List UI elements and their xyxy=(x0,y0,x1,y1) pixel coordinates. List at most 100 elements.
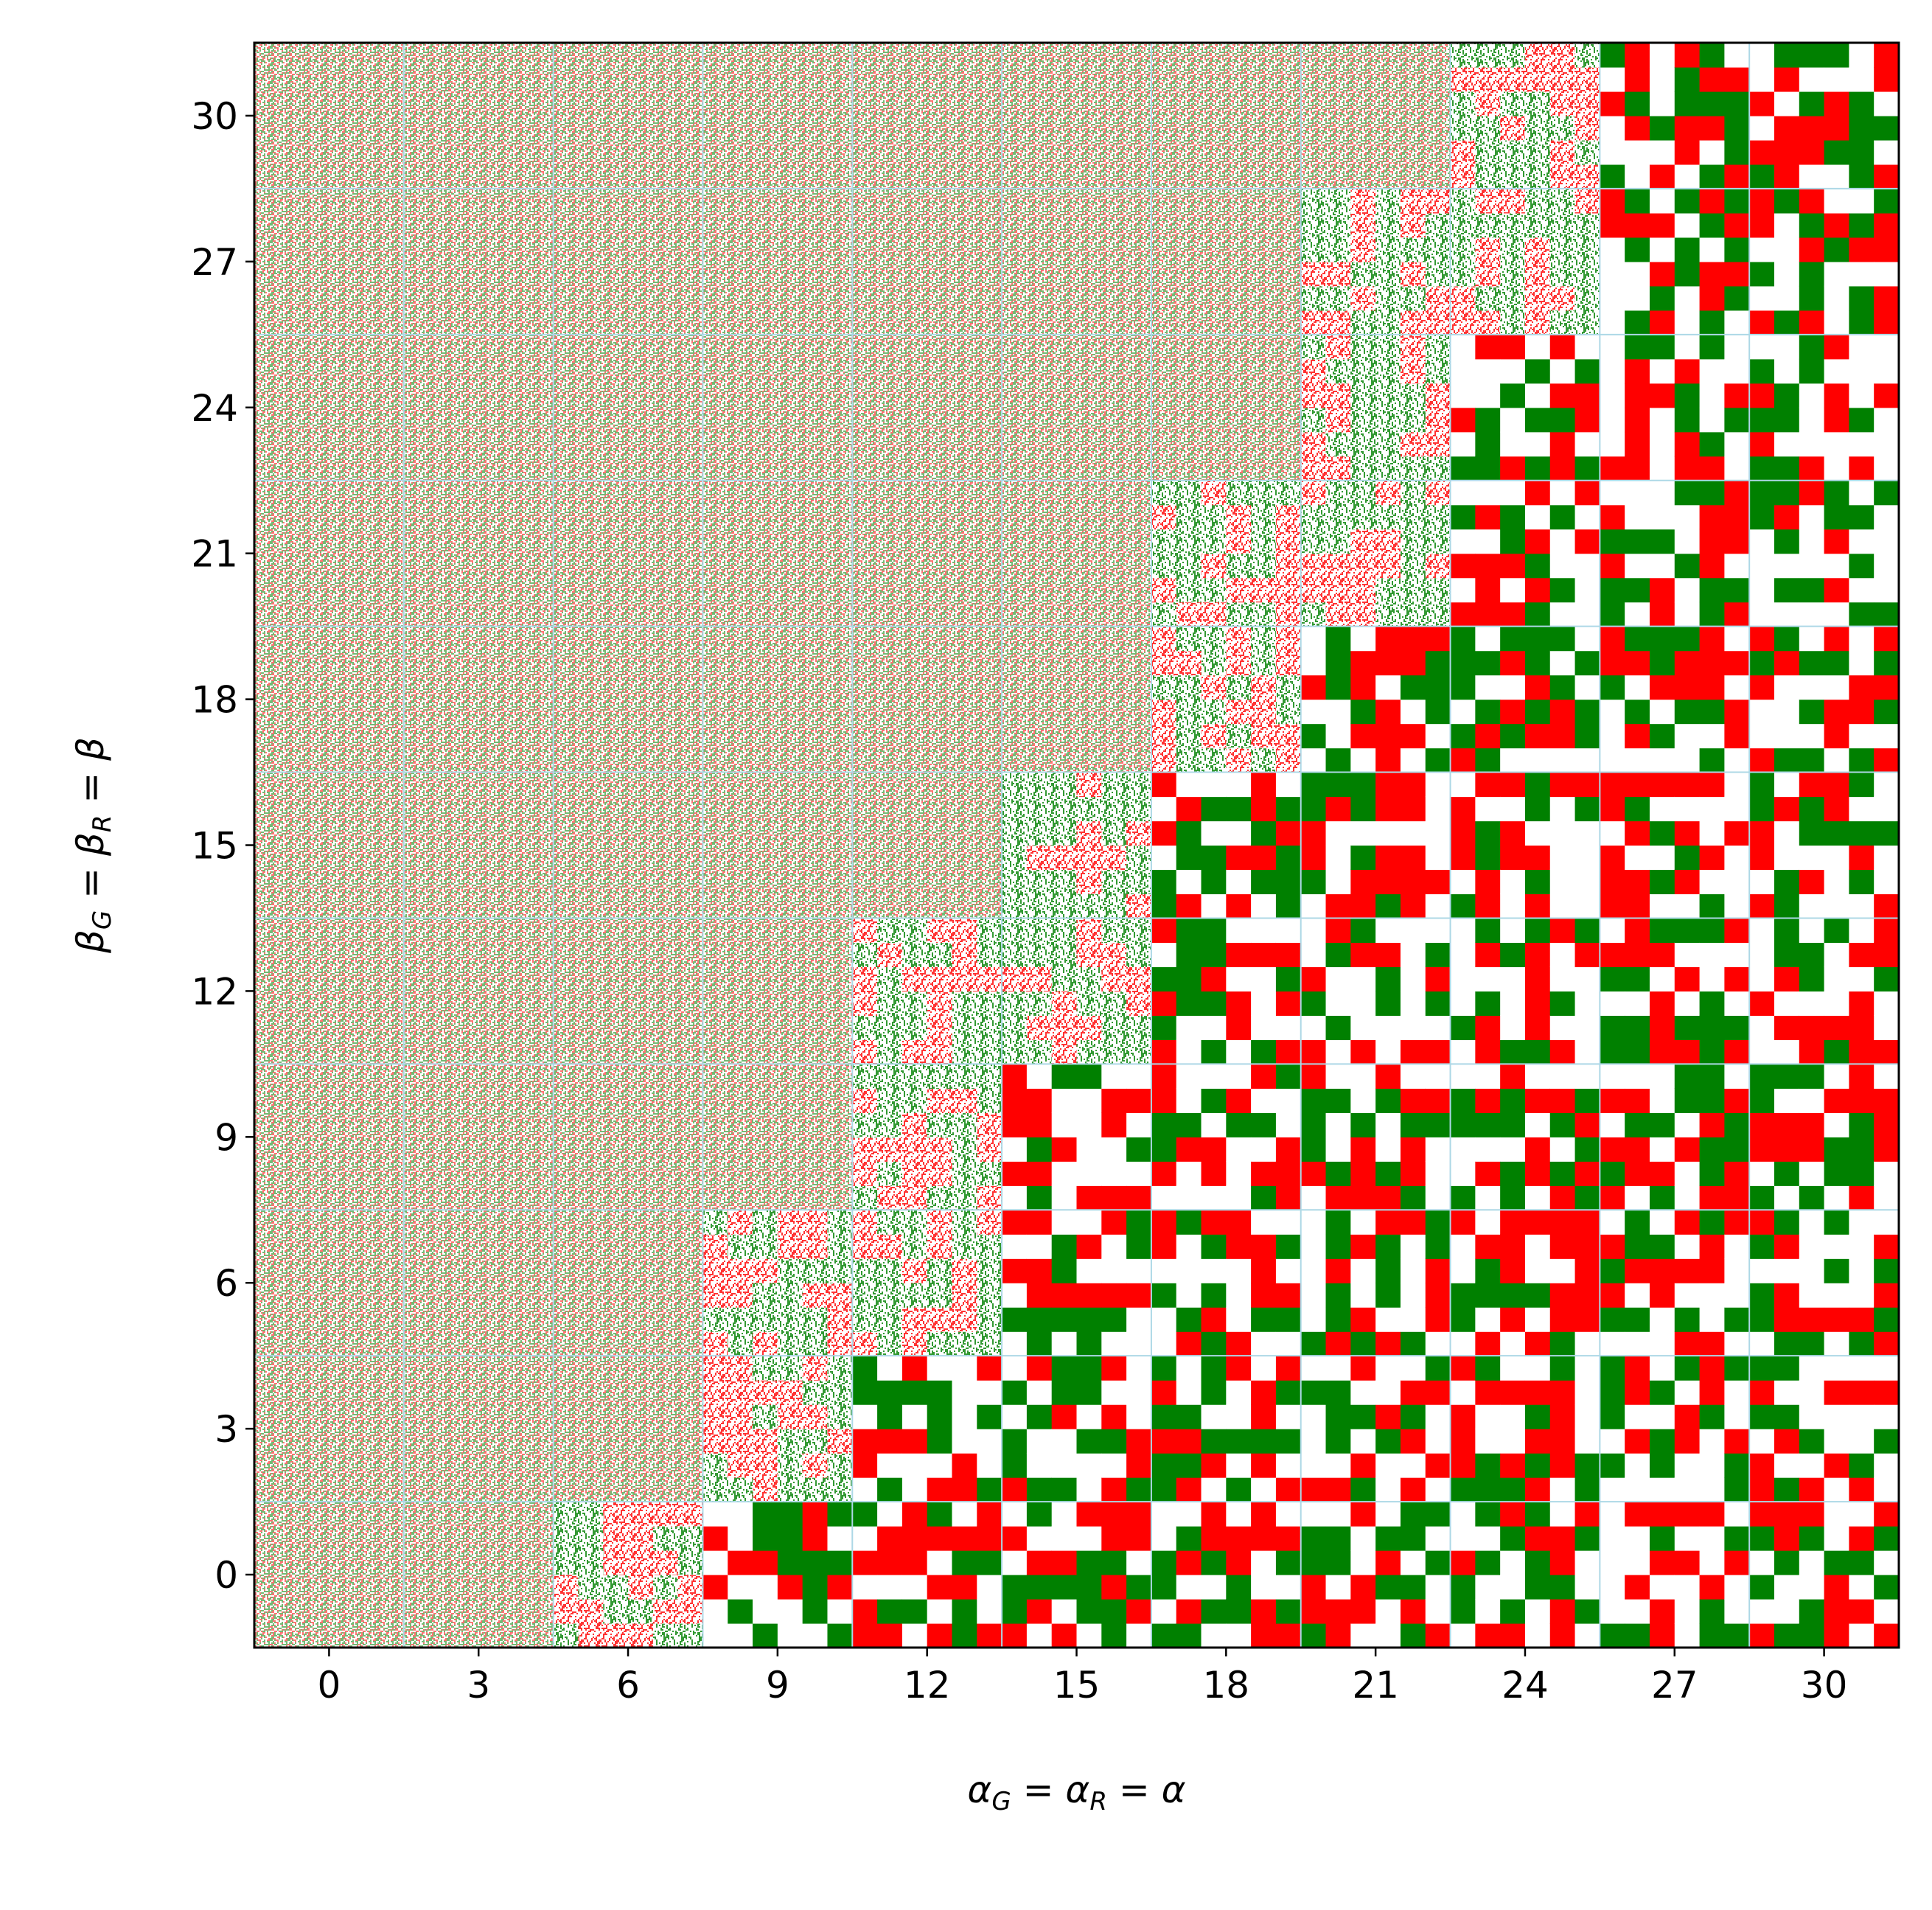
heatmap-cell xyxy=(702,164,728,189)
heatmap-cell xyxy=(1425,893,1451,919)
heatmap-cell xyxy=(478,1453,504,1478)
heatmap-cell xyxy=(1076,1526,1102,1551)
heatmap-cell xyxy=(553,1210,579,1235)
heatmap-cell xyxy=(677,334,704,360)
heatmap-cell xyxy=(1176,237,1202,262)
heatmap-cell xyxy=(428,796,455,822)
heatmap-cell xyxy=(802,334,829,360)
heatmap-cell xyxy=(1002,1112,1028,1137)
heatmap-cell xyxy=(1799,845,1825,871)
heatmap-cell xyxy=(1201,1137,1227,1162)
heatmap-cell xyxy=(354,577,380,603)
heatmap-cell xyxy=(1524,261,1551,287)
heatmap-cell xyxy=(827,1039,853,1064)
heatmap-cell xyxy=(1350,626,1376,652)
heatmap-cell xyxy=(1724,1331,1750,1356)
heatmap-cell xyxy=(628,1404,654,1429)
heatmap-cell xyxy=(753,1331,778,1356)
heatmap-cell xyxy=(478,504,504,530)
heatmap-cell xyxy=(1500,456,1526,481)
heatmap-cell xyxy=(1574,1137,1600,1162)
heatmap-cell xyxy=(453,553,479,579)
heatmap-cell xyxy=(1251,1210,1277,1235)
heatmap-cell xyxy=(1475,772,1501,798)
heatmap-cell xyxy=(1026,310,1053,335)
heatmap-cell xyxy=(254,820,280,846)
heatmap-cell xyxy=(1076,869,1102,895)
heatmap-cell xyxy=(1375,747,1401,773)
heatmap-cell xyxy=(628,480,654,506)
heatmap-cell xyxy=(1799,1258,1825,1283)
heatmap-cell xyxy=(702,383,728,408)
heatmap-cell xyxy=(1101,237,1127,262)
heatmap-cell xyxy=(777,1331,803,1356)
heatmap-cell xyxy=(1176,577,1202,603)
heatmap-cell xyxy=(1824,383,1849,408)
heatmap-cell xyxy=(354,1575,380,1600)
heatmap-cell xyxy=(1151,602,1177,627)
heatmap-cell xyxy=(777,699,803,725)
heatmap-cell xyxy=(977,310,1002,335)
heatmap-cell xyxy=(777,820,803,846)
heatmap-cell xyxy=(1799,1039,1825,1064)
heatmap-cell xyxy=(1649,261,1675,287)
heatmap-cell xyxy=(1600,553,1625,579)
heatmap-cell xyxy=(1824,358,1849,384)
x-tick-label: 9 xyxy=(766,1664,789,1707)
heatmap-cell xyxy=(1799,1526,1825,1551)
heatmap-cell xyxy=(379,626,405,652)
heatmap-cell xyxy=(354,820,380,846)
heatmap-cell xyxy=(1500,43,1526,68)
heatmap-cell xyxy=(428,966,455,991)
heatmap-cell xyxy=(379,1210,405,1235)
heatmap-cell xyxy=(254,1210,280,1235)
heatmap-cell xyxy=(652,407,679,433)
heatmap-cell xyxy=(1699,139,1725,165)
heatmap-cell xyxy=(1226,1380,1252,1405)
heatmap-cell xyxy=(877,139,903,165)
heatmap-cell xyxy=(1674,1112,1701,1137)
heatmap-cell xyxy=(1002,845,1028,871)
heatmap-cell xyxy=(478,1380,504,1405)
heatmap-cell xyxy=(1824,1575,1849,1600)
heatmap-cell xyxy=(1625,991,1650,1016)
heatmap-cell xyxy=(1425,1039,1451,1064)
heatmap-cell xyxy=(1500,1161,1526,1186)
heatmap-cell xyxy=(753,1453,778,1478)
heatmap-cell xyxy=(1201,869,1227,895)
heatmap-cell xyxy=(1201,1356,1227,1381)
heatmap-cell xyxy=(1226,1453,1252,1478)
heatmap-cell xyxy=(927,1550,953,1575)
heatmap-cell xyxy=(304,261,330,287)
heatmap-cell xyxy=(852,139,878,165)
heatmap-cell xyxy=(1574,845,1600,871)
heatmap-cell xyxy=(1699,918,1725,944)
heatmap-cell xyxy=(1400,1161,1426,1186)
heatmap-cell xyxy=(254,650,280,676)
heatmap-cell xyxy=(1625,1039,1650,1064)
heatmap-cell xyxy=(379,334,405,360)
heatmap-cell xyxy=(1375,1015,1401,1040)
heatmap-cell xyxy=(1699,1258,1725,1283)
heatmap-cell xyxy=(1350,212,1376,238)
heatmap-cell xyxy=(1126,1526,1152,1551)
heatmap-cell xyxy=(1002,1234,1028,1259)
heatmap-cell xyxy=(1475,966,1501,991)
heatmap-cell xyxy=(1002,261,1028,287)
heatmap-cell xyxy=(279,261,305,287)
heatmap-cell xyxy=(1500,796,1526,822)
heatmap-cell xyxy=(1275,334,1302,360)
heatmap-cell xyxy=(927,1234,953,1259)
heatmap-cell xyxy=(1574,1575,1600,1600)
heatmap-cell xyxy=(478,675,504,700)
heatmap-cell xyxy=(1500,310,1526,335)
heatmap-cell xyxy=(304,407,330,433)
heatmap-cell xyxy=(379,1258,405,1283)
heatmap-cell xyxy=(1649,626,1675,652)
heatmap-cell xyxy=(1749,1064,1775,1089)
heatmap-cell xyxy=(777,893,803,919)
heatmap-cell xyxy=(1176,942,1202,968)
heatmap-cell xyxy=(1226,918,1252,944)
heatmap-cell xyxy=(652,577,679,603)
heatmap-cell xyxy=(728,1137,753,1162)
